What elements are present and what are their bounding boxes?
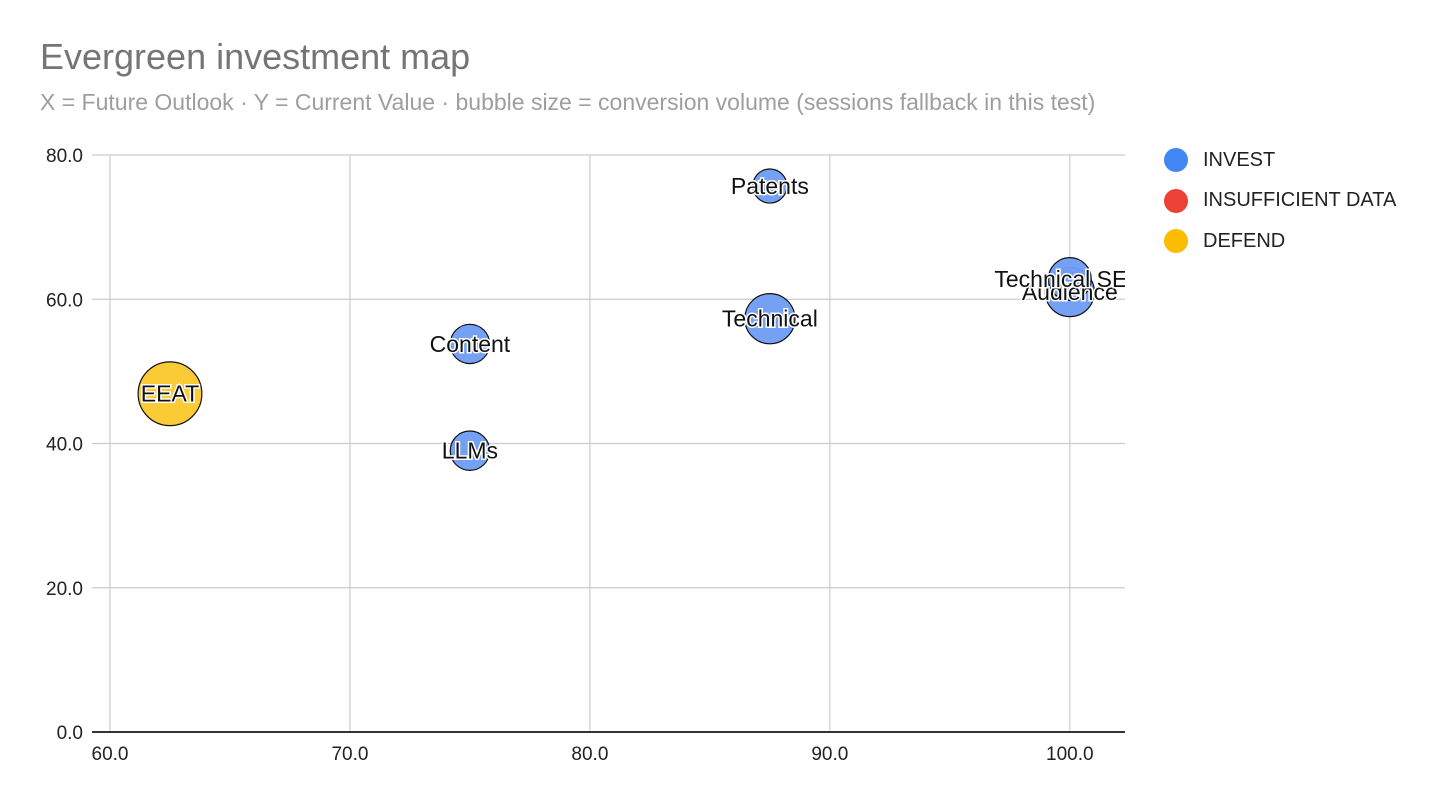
- bubble-point[interactable]: [449, 430, 491, 471]
- x-tick-label: 70.0: [331, 744, 368, 765]
- y-tick-label: 0.0: [57, 723, 83, 744]
- y-tick-label: 60.0: [46, 290, 83, 311]
- bubble-label: Audience: [1022, 279, 1118, 305]
- label-layer: EEAT Content LLMs Patents Technical AudienceT…: [139, 172, 1145, 466]
- bubble-point[interactable]: [137, 361, 203, 427]
- legend-label-defend: DEFEND: [1203, 229, 1286, 252]
- x-tick-label: 100.0: [1046, 744, 1094, 765]
- legend-label-insufficient-data: INSUFFICIENT DATA: [1203, 189, 1397, 212]
- bubble-label: LLMs: [442, 438, 498, 464]
- bubble-point[interactable]: [752, 168, 788, 204]
- axis-layer: 0.0 20.0 40.0 60.0 80.0 60.0 70.0 80.0 90.0 100.0: [46, 146, 1125, 765]
- legend-swatch-invest: [1164, 148, 1188, 173]
- bubble-label: Technical: [722, 306, 818, 332]
- bubble-label: Content: [430, 331, 511, 357]
- legend-item-defend[interactable]: DEFEND: [1164, 221, 1396, 262]
- x-tick-label: 80.0: [571, 744, 608, 765]
- bubble-point[interactable]: [744, 293, 796, 345]
- bubble-label: Patents: [731, 173, 809, 199]
- bubble-layer: [137, 168, 1096, 471]
- chart-title: Evergreen investment map: [40, 36, 471, 77]
- grid-layer: [92, 154, 1125, 732]
- y-tick-label: 20.0: [46, 579, 83, 600]
- legend-label-invest: INVEST: [1203, 148, 1276, 171]
- bubble-point[interactable]: [1047, 257, 1092, 302]
- bubble-label: Technical SEO: [994, 266, 1145, 292]
- x-tick-label: 60.0: [92, 744, 129, 765]
- legend-swatch-defend: [1164, 229, 1188, 254]
- bubble-point[interactable]: [449, 323, 491, 365]
- legend-swatch-insufficient-data: [1164, 188, 1188, 213]
- y-tick-label: 80.0: [46, 146, 83, 167]
- bubble-label: EEAT: [141, 381, 199, 407]
- y-tick-label: 40.0: [46, 435, 83, 456]
- legend-item-invest[interactable]: INVEST: [1164, 140, 1396, 181]
- chart-subtitle: X = Future Outlook · Y = Current Value ·…: [40, 89, 1096, 115]
- legend: INVEST INSUFFICIENT DATA DEFEND: [1164, 140, 1396, 262]
- legend-item-insufficient-data[interactable]: INSUFFICIENT DATA: [1164, 181, 1396, 222]
- x-tick-label: 90.0: [811, 744, 848, 765]
